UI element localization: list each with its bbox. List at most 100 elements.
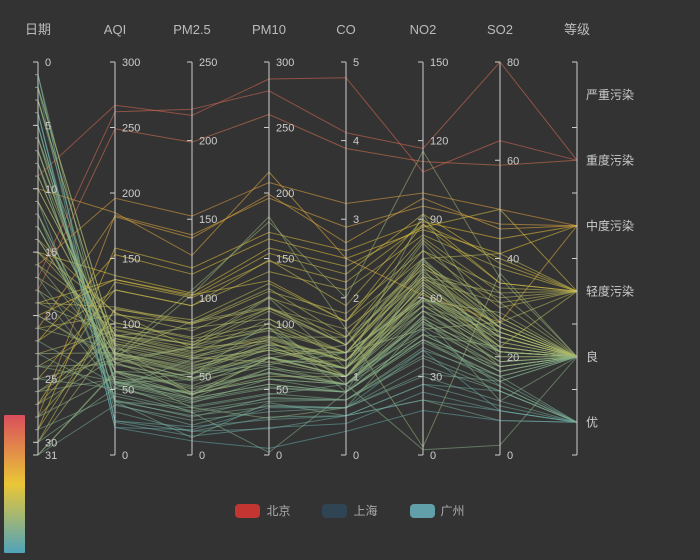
- data-line-北京[interactable]: [37, 77, 578, 177]
- axis-label-level-0: 优: [586, 415, 598, 429]
- data-line-北京[interactable]: [37, 208, 578, 294]
- data-line-上海[interactable]: [37, 237, 578, 430]
- axis-tick-label-pm10-200: 200: [276, 188, 294, 200]
- data-line-广州[interactable]: [37, 265, 578, 405]
- data-line-北京[interactable]: [37, 223, 578, 405]
- data-line-广州[interactable]: [37, 226, 577, 385]
- data-line-广州[interactable]: [37, 175, 578, 377]
- axis-name-so2: SO2: [487, 22, 513, 37]
- data-line-广州[interactable]: [37, 223, 578, 322]
- data-line-北京[interactable]: [37, 193, 578, 329]
- data-line-上海[interactable]: [37, 339, 578, 404]
- data-line-广州[interactable]: [37, 292, 578, 369]
- data-line-上海[interactable]: [37, 99, 577, 396]
- data-line-北京[interactable]: [37, 197, 578, 418]
- axis-name-aqi: AQI: [104, 22, 126, 37]
- data-line-广州[interactable]: [37, 263, 578, 354]
- data-line-北京[interactable]: [37, 163, 578, 369]
- axis-tick-label-co-1: 1: [353, 371, 359, 383]
- data-line-广州[interactable]: [37, 340, 578, 403]
- data-line-上海[interactable]: [37, 216, 578, 448]
- data-line-广州[interactable]: [37, 334, 578, 399]
- data-line-上海[interactable]: [37, 239, 578, 338]
- axis-tick-label-no2-0: 0: [430, 450, 436, 462]
- axis-tick-label-aqi-300: 300: [122, 57, 140, 69]
- axis-tick-label-pm25-50: 50: [199, 371, 211, 383]
- data-line-广州[interactable]: [37, 305, 578, 380]
- axis-tick-label-pm25-150: 150: [199, 214, 217, 226]
- axis-tick-label-date-20: 20: [45, 311, 57, 323]
- data-line-北京[interactable]: [37, 61, 578, 278]
- axis-label-level-4: 重度污染: [586, 152, 634, 167]
- data-line-广州[interactable]: [37, 112, 578, 449]
- data-line-广州[interactable]: [37, 99, 578, 377]
- legend-label-shanghai: 上海: [353, 504, 378, 518]
- data-line-北京[interactable]: [37, 87, 578, 437]
- data-line-北京[interactable]: [37, 112, 578, 432]
- axis-tick-label-no2-150: 150: [430, 57, 448, 69]
- data-line-广州[interactable]: [37, 375, 578, 456]
- data-line-北京[interactable]: [37, 182, 578, 266]
- visualmap-gradient-bar[interactable]: [4, 415, 25, 553]
- axis-tick-label-co-2: 2: [353, 293, 359, 305]
- data-line-广州[interactable]: [37, 201, 578, 369]
- data-line-北京[interactable]: [37, 239, 578, 332]
- data-line-广州[interactable]: [37, 250, 578, 338]
- legend-marker-shanghai: [322, 503, 348, 518]
- data-line-上海[interactable]: [37, 112, 578, 431]
- data-line-上海[interactable]: [37, 213, 578, 369]
- data-line-上海[interactable]: [37, 320, 578, 395]
- data-line-北京[interactable]: [37, 113, 578, 291]
- data-line-上海[interactable]: [37, 150, 578, 419]
- data-line-广州[interactable]: [37, 251, 578, 362]
- axis-label-level-5: 严重污染: [586, 87, 634, 102]
- legend-item-shanghai[interactable]: 上海: [322, 502, 378, 519]
- legend-marker-guangzhou: [409, 503, 435, 518]
- data-line-广州[interactable]: [37, 347, 578, 443]
- axis-tick-label-aqi-50: 50: [122, 385, 134, 397]
- legend-item-guangzhou[interactable]: 广州: [409, 502, 465, 519]
- axis-tick-label-co-4: 4: [353, 136, 359, 148]
- axis-name-no2: NO2: [410, 22, 437, 37]
- axis-label-level-3: 中度污染: [586, 218, 634, 233]
- axis-name-date: 日期: [25, 22, 51, 37]
- data-line-北京[interactable]: [37, 137, 578, 365]
- axis-tick-label-so2-0: 0: [507, 450, 513, 462]
- axis-tick-label-date-25: 25: [45, 374, 57, 386]
- axis-tick-label-no2-90: 90: [430, 214, 442, 226]
- axis-tick-label-pm25-200: 200: [199, 136, 217, 148]
- axis-tick-label-pm10-250: 250: [276, 123, 294, 135]
- data-line-北京[interactable]: [37, 221, 578, 430]
- data-line-广州[interactable]: [37, 353, 578, 423]
- data-line-广州[interactable]: [37, 326, 578, 418]
- data-line-广州[interactable]: [37, 271, 578, 358]
- axis-tick-label-aqi-100: 100: [122, 319, 140, 331]
- axis-tick-label-no2-30: 30: [430, 371, 442, 383]
- axis-tick-label-pm10-150: 150: [276, 254, 294, 266]
- data-line-广州[interactable]: [37, 239, 578, 377]
- data-line-上海[interactable]: [37, 213, 578, 385]
- axis-tick-label-aqi-0: 0: [122, 450, 128, 462]
- axis-tick-label-so2-20: 20: [507, 352, 519, 364]
- axis-label-level-2: 轻度污染: [586, 283, 634, 298]
- data-line-广州[interactable]: [37, 125, 578, 423]
- legend: 北京 上海 广州: [0, 502, 700, 519]
- axis-name-level: 等级: [564, 22, 590, 37]
- data-line-广州[interactable]: [37, 281, 578, 393]
- axis-tick-label-so2-40: 40: [507, 254, 519, 266]
- data-line-广州[interactable]: [37, 357, 578, 431]
- legend-item-beijing[interactable]: 北京: [235, 502, 290, 519]
- axis-tick-label-pm25-0: 0: [199, 450, 205, 462]
- axis-tick-label-pm10-50: 50: [276, 385, 288, 397]
- axis-name-pm10: PM10: [252, 22, 286, 37]
- data-line-上海[interactable]: [37, 218, 578, 342]
- data-line-上海[interactable]: [37, 74, 578, 428]
- data-line-广州[interactable]: [37, 213, 578, 388]
- data-line-北京[interactable]: [37, 225, 578, 342]
- data-line-广州[interactable]: [37, 74, 578, 432]
- axis-tick-label-aqi-250: 250: [122, 123, 140, 135]
- axis-tick-label-aqi-150: 150: [122, 254, 140, 266]
- axis-tick-label-date-30: 30: [45, 437, 57, 449]
- data-line-上海[interactable]: [37, 260, 578, 418]
